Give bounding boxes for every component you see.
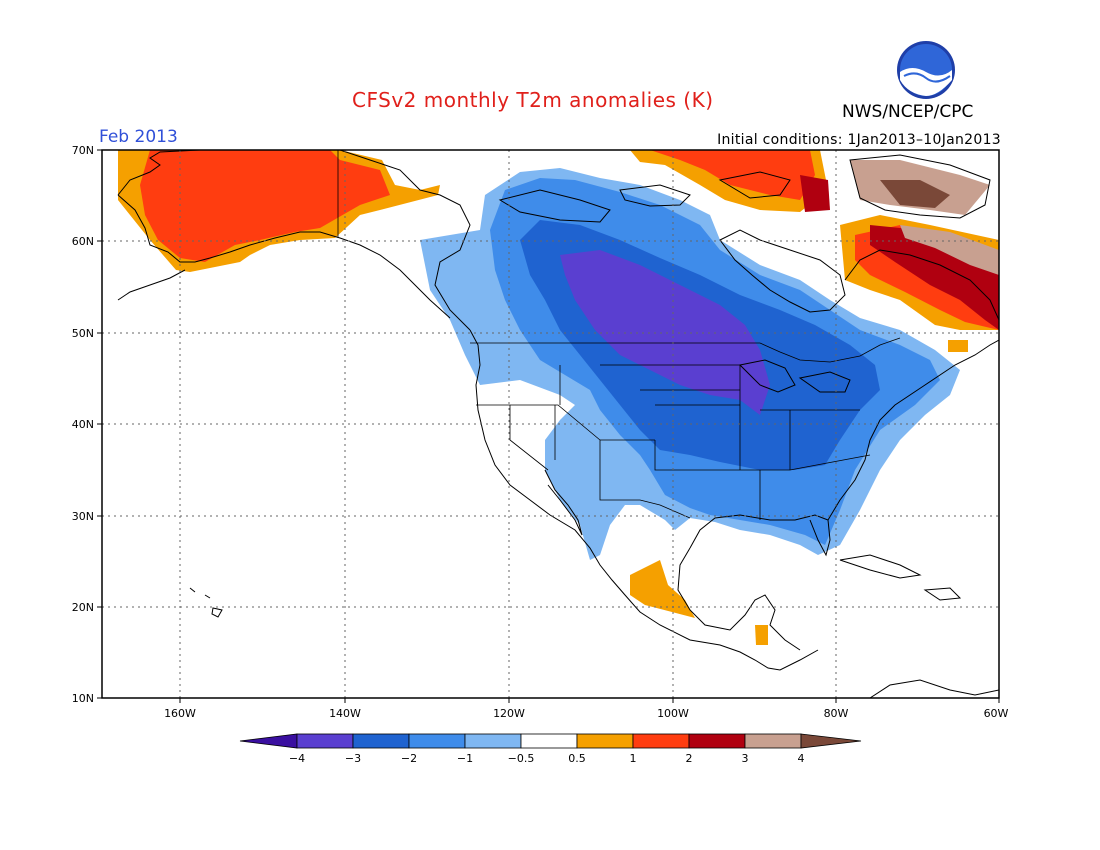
colorbar-tick-label: −2 — [401, 752, 417, 765]
lat-label: 60N — [72, 235, 94, 248]
colorbar-segment — [296, 733, 354, 749]
colorbar: −4 −3 −2 −1 −0.5 0.5 1 2 3 4 — [239, 733, 862, 765]
lon-labels: 160W 140W 120W 100W 80W 60W — [164, 707, 1008, 720]
axis-ticks — [97, 149, 1000, 703]
lat-label: 20N — [72, 601, 94, 614]
colorbar-tick-label: −3 — [345, 752, 361, 765]
borders — [337, 150, 901, 520]
coastlines — [117, 150, 999, 698]
colorbar-segment — [464, 733, 522, 749]
graticule — [102, 150, 999, 698]
lon-label: 80W — [824, 707, 849, 720]
lat-label: 40N — [72, 418, 94, 431]
lon-label: 120W — [493, 707, 525, 720]
colorbar-tick-label: 4 — [798, 752, 805, 765]
lat-label: 30N — [72, 510, 94, 523]
colorbar-segment — [688, 733, 746, 749]
colorbar-tick-label: 0.5 — [568, 752, 586, 765]
lon-label: 100W — [657, 707, 689, 720]
lat-label: 70N — [72, 144, 94, 157]
lon-label: 160W — [164, 707, 196, 720]
colorbar-segment — [352, 733, 410, 749]
colorbar-segment — [408, 733, 466, 749]
chart-title: CFSv2 monthly T2m anomalies (K) — [352, 88, 714, 112]
lat-labels: 70N 60N 50N 40N 30N 20N 10N — [72, 144, 94, 705]
colorbar-segment — [632, 733, 690, 749]
anomaly-shading — [118, 150, 999, 645]
colorbar-tick-label: −0.5 — [508, 752, 535, 765]
colorbar-arrow-low — [239, 733, 298, 749]
noaa-logo-icon — [897, 41, 955, 99]
colorbar-segment — [744, 733, 802, 749]
colorbar-tick-label: 1 — [630, 752, 637, 765]
initial-conditions: Initial conditions: 1Jan2013–10Jan2013 — [717, 132, 1001, 148]
colorbar-arrow-high — [800, 733, 862, 749]
colorbar-segment — [576, 733, 634, 749]
org-label: NWS/NCEP/CPC — [842, 102, 974, 122]
colorbar-tick-label: −1 — [457, 752, 473, 765]
colorbar-tick-label: 2 — [686, 752, 693, 765]
colorbar-tick-label: 3 — [742, 752, 749, 765]
forecast-month: Feb 2013 — [99, 127, 178, 147]
lon-label: 60W — [984, 707, 1009, 720]
lat-label: 50N — [72, 327, 94, 340]
colorbar-tick-label: −4 — [289, 752, 305, 765]
lat-label: 10N — [72, 692, 94, 705]
colorbar-segment — [520, 733, 578, 749]
lon-label: 140W — [329, 707, 361, 720]
